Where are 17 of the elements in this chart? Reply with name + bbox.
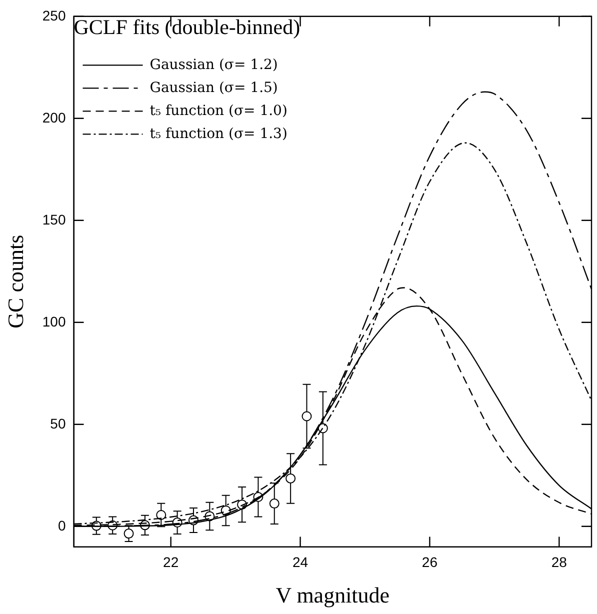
legend-title: GCLF fits (double-binned) <box>74 15 300 40</box>
legend-label: t₅ function (σ= 1.3) <box>150 126 288 142</box>
x-tick-label: 24 <box>292 554 308 570</box>
y-tick-label: 250 <box>42 7 66 24</box>
x-tick-label: 22 <box>163 554 179 570</box>
y-tick-label: 100 <box>42 313 66 330</box>
y-tick-label: 0 <box>58 517 66 534</box>
x-axis-title: V magnitude <box>276 582 390 608</box>
y-tick-label: 150 <box>42 211 66 228</box>
legend-label: t₅ function (σ= 1.0) <box>150 102 288 119</box>
x-tick-label: 28 <box>551 554 568 570</box>
y-tick-label: 50 <box>50 415 66 432</box>
legend-label: Gaussian (σ= 1.5) <box>150 80 278 96</box>
x-tick-label: 26 <box>422 554 438 570</box>
legend-label: Gaussian (σ= 1.2) <box>150 56 278 73</box>
y-tick-label: 200 <box>42 109 66 126</box>
y-axis-title: GC counts <box>2 234 28 328</box>
